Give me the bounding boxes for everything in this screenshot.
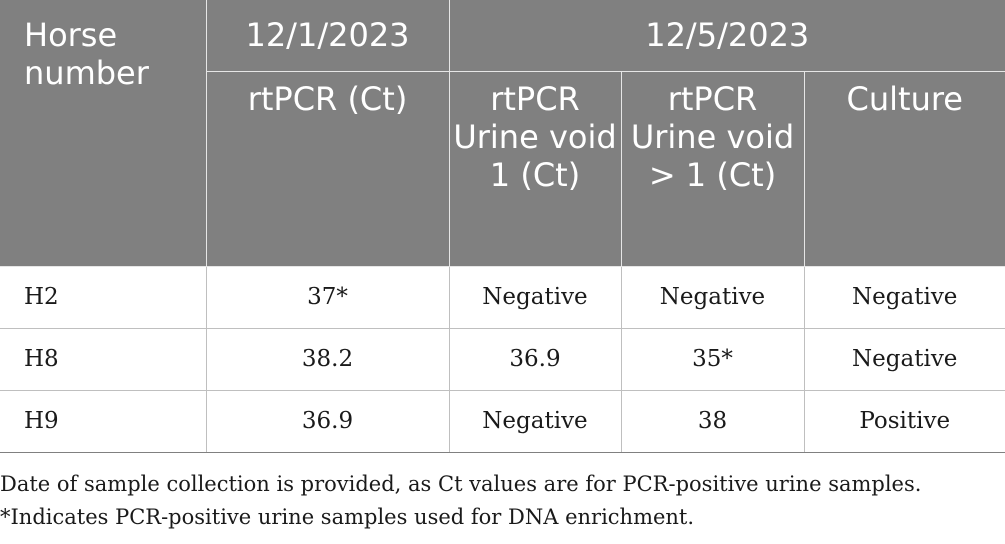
rtpcr-ct-header: rtPCR (Ct) xyxy=(206,70,450,267)
horse-cell: H9 xyxy=(0,389,207,453)
urine-void-1-cell: Negative xyxy=(448,265,622,329)
results-table: Horse number 12/1/2023 12/5/2023 rtPCR (… xyxy=(0,0,1005,453)
footnote-date: Date of sample collection is provided, a… xyxy=(0,472,922,496)
culture-cell: Positive xyxy=(803,389,1005,453)
culture-cell: Negative xyxy=(803,265,1005,329)
table-header: Horse number 12/1/2023 12/5/2023 rtPCR (… xyxy=(0,0,1005,267)
date-header-1: 12/1/2023 xyxy=(205,0,450,72)
header-row-dates: Horse number 12/1/2023 12/5/2023 xyxy=(0,0,1005,267)
urine-void-gt1-cell: 38 xyxy=(620,389,805,453)
horse-cell: H8 xyxy=(0,327,207,391)
horse-cell: H2 xyxy=(0,265,207,329)
rtpcr-ct-cell: 37* xyxy=(205,265,450,329)
table-row: H9 36.9 Negative 38 Positive xyxy=(0,389,1005,453)
urine-void-gt1-header: rtPCR Urine void > 1 (Ct) xyxy=(620,70,805,267)
horse-number-header: Horse number xyxy=(0,0,207,267)
urine-void-gt1-cell: 35* xyxy=(620,327,805,391)
rtpcr-ct-cell: 36.9 xyxy=(205,389,450,453)
urine-void-1-header: rtPCR Urine void 1 (Ct) xyxy=(448,70,622,267)
header-row-methods: rtPCR (Ct) rtPCR Urine void 1 (Ct) rtPCR… xyxy=(0,70,1005,267)
culture-cell: Negative xyxy=(803,327,1005,391)
culture-header: Culture xyxy=(803,70,1005,267)
urine-void-gt1-cell: Negative xyxy=(620,265,805,329)
urine-void-1-cell: Negative xyxy=(448,389,622,453)
footnote-asterisk: *Indicates PCR-positive urine samples us… xyxy=(0,505,695,529)
date-header-2: 12/5/2023 xyxy=(448,0,1005,72)
urine-void-1-cell: 36.9 xyxy=(448,327,622,391)
table-row: H8 38.2 36.9 35* Negative xyxy=(0,327,1005,391)
rtpcr-ct-cell: 38.2 xyxy=(205,327,450,391)
table-row: H2 37* Negative Negative Negative xyxy=(0,265,1005,329)
table-body: H2 37* Negative Negative Negative H8 38.… xyxy=(0,265,1005,453)
table-footnotes: Date of sample collection is provided, a… xyxy=(0,468,1005,534)
